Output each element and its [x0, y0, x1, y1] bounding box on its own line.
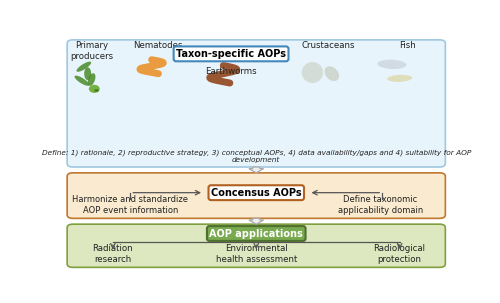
Text: Crustaceans: Crustaceans: [301, 42, 354, 51]
Polygon shape: [249, 167, 264, 173]
Text: Fish: Fish: [399, 42, 416, 51]
Ellipse shape: [89, 85, 100, 93]
Ellipse shape: [76, 62, 91, 72]
Polygon shape: [249, 218, 264, 224]
FancyBboxPatch shape: [67, 40, 446, 167]
FancyBboxPatch shape: [67, 224, 446, 267]
Text: Environmental
health assessment: Environmental health assessment: [216, 245, 297, 264]
Ellipse shape: [94, 89, 99, 92]
Text: Taxon-specific AOPs: Taxon-specific AOPs: [176, 49, 286, 59]
FancyBboxPatch shape: [67, 173, 446, 218]
Text: Radiological
protection: Radiological protection: [374, 245, 426, 264]
Ellipse shape: [84, 67, 91, 80]
Ellipse shape: [302, 62, 323, 83]
Text: Primary
producers: Primary producers: [70, 42, 113, 61]
Text: Concensus AOPs: Concensus AOPs: [211, 188, 302, 198]
Text: Define: 1) rationale, 2) reproductive strategy, 3) conceptual AOPs, 4) data avai: Define: 1) rationale, 2) reproductive st…: [42, 149, 471, 163]
Text: Nematodes: Nematodes: [132, 42, 182, 51]
Text: Define taxonomic
applicability domain: Define taxonomic applicability domain: [338, 195, 423, 215]
Text: AOP applications: AOP applications: [210, 228, 303, 238]
Text: Radiation
research: Radiation research: [92, 245, 133, 264]
Ellipse shape: [324, 66, 339, 81]
Ellipse shape: [88, 73, 96, 86]
Ellipse shape: [387, 75, 412, 82]
Ellipse shape: [378, 60, 406, 69]
Ellipse shape: [74, 75, 89, 86]
Text: Earthworms: Earthworms: [206, 67, 257, 76]
Text: Harmonize and standardize
AOP event information: Harmonize and standardize AOP event info…: [72, 195, 188, 215]
